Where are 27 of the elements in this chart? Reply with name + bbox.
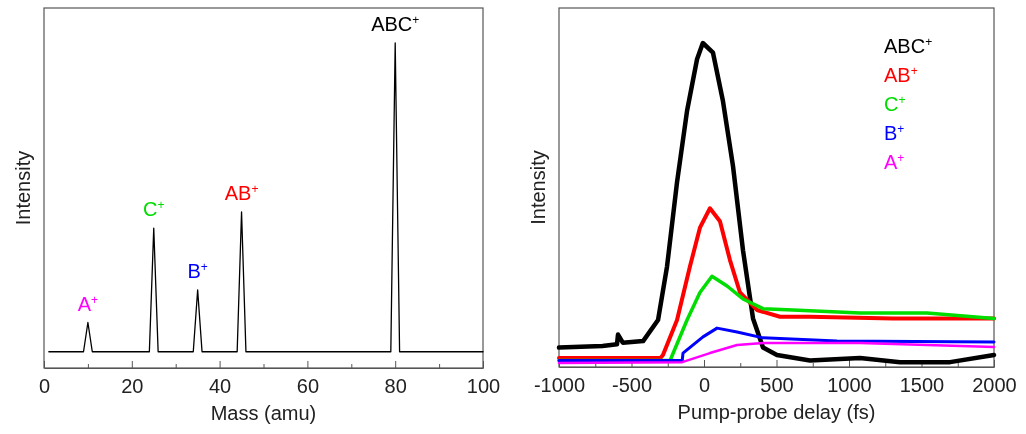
x-axis-title: Pump-probe delay (fs)	[677, 401, 876, 423]
text: A$^{+}$	[884, 151, 905, 173]
text: C$^{+}$	[884, 93, 906, 115]
x-tick-label: 1000	[827, 374, 872, 396]
x-tick-label: 20	[121, 375, 144, 397]
x-tick-label: 40	[208, 375, 232, 397]
x-tick-label: 0	[698, 374, 711, 396]
x-tick-label: 2000	[972, 374, 1017, 396]
annotation: B$^{+}$	[187, 260, 208, 282]
x-tick-label: 0	[38, 375, 51, 397]
annotation: C$^{+}$	[143, 198, 165, 221]
x-tick-label: 60	[296, 375, 320, 397]
x-tick-label: 1500	[899, 374, 945, 396]
x-tick-label: 80	[384, 375, 407, 397]
text: AB$^{+}$	[884, 64, 918, 86]
y-axis-title: Intensity	[527, 150, 549, 225]
x-tick-label: 500	[760, 374, 794, 396]
annotation: AB$^{+}$	[224, 182, 259, 204]
text: ABC$^{+}$	[884, 35, 933, 57]
x-axis-title: Mass (amu)	[210, 402, 317, 424]
annotation: ABC$^{+}$	[371, 13, 420, 35]
x-tick-label: 100	[466, 375, 501, 397]
y-axis-title: Intensity	[12, 150, 34, 226]
text: B$^{+}$	[884, 122, 905, 144]
x-tick-label: -1000	[533, 374, 586, 396]
annotation: A$^{+}$	[77, 292, 99, 315]
x-tick-label: -500	[611, 374, 653, 396]
